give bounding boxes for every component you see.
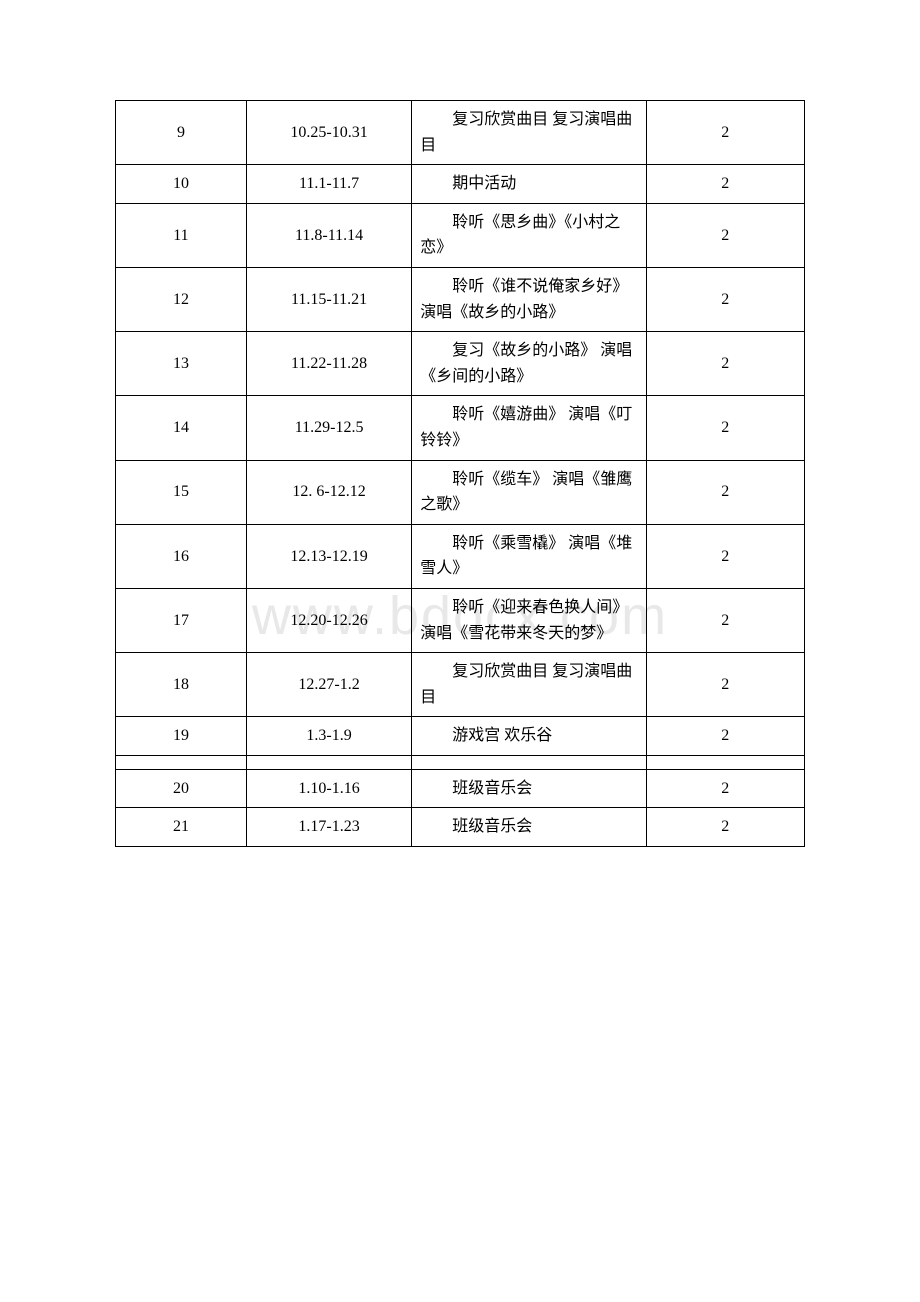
table-row: 910.25-10.31复习欣赏曲目 复习演唱曲目2 bbox=[116, 101, 805, 165]
content-cell: 聆听《缆车》 演唱《雏鹰之歌》 bbox=[412, 460, 646, 524]
date-range-cell: 11.22-11.28 bbox=[246, 332, 411, 396]
week-number-cell: 11 bbox=[116, 203, 247, 267]
content-cell: 聆听《乘雪橇》 演唱《堆雪人》 bbox=[412, 524, 646, 588]
hours-cell: 2 bbox=[646, 267, 804, 331]
table-row: 201.10-1.16班级音乐会2 bbox=[116, 769, 805, 808]
week-number-cell: 19 bbox=[116, 717, 247, 756]
hours-cell: 2 bbox=[646, 165, 804, 204]
hours-cell: 2 bbox=[646, 203, 804, 267]
content-cell: 聆听《迎来春色换人间》 演唱《雪花带来冬天的梦》 bbox=[412, 588, 646, 652]
table-row: 191.3-1.9游戏宫 欢乐谷2 bbox=[116, 717, 805, 756]
table-row: 1011.1-11.7期中活动2 bbox=[116, 165, 805, 204]
table-row: 211.17-1.23班级音乐会2 bbox=[116, 808, 805, 847]
hours-cell: 2 bbox=[646, 101, 804, 165]
week-number-cell: 18 bbox=[116, 653, 247, 717]
table-row: 1612.13-12.19聆听《乘雪橇》 演唱《堆雪人》2 bbox=[116, 524, 805, 588]
date-range-cell: 12.13-12.19 bbox=[246, 524, 411, 588]
week-number-cell: 10 bbox=[116, 165, 247, 204]
date-range-cell: 11.29-12.5 bbox=[246, 396, 411, 460]
content-cell: 复习欣赏曲目 复习演唱曲目 bbox=[412, 101, 646, 165]
date-range-cell: 11.8-11.14 bbox=[246, 203, 411, 267]
spacer-cell bbox=[246, 755, 411, 769]
spacer-row bbox=[116, 755, 805, 769]
spacer-cell bbox=[116, 755, 247, 769]
date-range-cell: 1.3-1.9 bbox=[246, 717, 411, 756]
week-number-cell: 12 bbox=[116, 267, 247, 331]
hours-cell: 2 bbox=[646, 808, 804, 847]
date-range-cell: 10.25-10.31 bbox=[246, 101, 411, 165]
week-number-cell: 20 bbox=[116, 769, 247, 808]
date-range-cell: 12. 6-12.12 bbox=[246, 460, 411, 524]
content-cell: 游戏宫 欢乐谷 bbox=[412, 717, 646, 756]
table-row: 1411.29-12.5聆听《嬉游曲》 演唱《叮铃铃》2 bbox=[116, 396, 805, 460]
week-number-cell: 16 bbox=[116, 524, 247, 588]
date-range-cell: 11.1-11.7 bbox=[246, 165, 411, 204]
date-range-cell: 12.20-12.26 bbox=[246, 588, 411, 652]
date-range-cell: 11.15-11.21 bbox=[246, 267, 411, 331]
content-cell: 聆听《嬉游曲》 演唱《叮铃铃》 bbox=[412, 396, 646, 460]
content-cell: 期中活动 bbox=[412, 165, 646, 204]
date-range-cell: 12.27-1.2 bbox=[246, 653, 411, 717]
content-cell: 班级音乐会 bbox=[412, 769, 646, 808]
week-number-cell: 17 bbox=[116, 588, 247, 652]
content-cell: 班级音乐会 bbox=[412, 808, 646, 847]
hours-cell: 2 bbox=[646, 717, 804, 756]
hours-cell: 2 bbox=[646, 396, 804, 460]
date-range-cell: 1.10-1.16 bbox=[246, 769, 411, 808]
week-number-cell: 15 bbox=[116, 460, 247, 524]
content-cell: 复习《故乡的小路》 演唱《乡间的小路》 bbox=[412, 332, 646, 396]
week-number-cell: 14 bbox=[116, 396, 247, 460]
content-cell: 聆听《思乡曲》《小村之恋》 bbox=[412, 203, 646, 267]
date-range-cell: 1.17-1.23 bbox=[246, 808, 411, 847]
table-row: 1111.8-11.14聆听《思乡曲》《小村之恋》2 bbox=[116, 203, 805, 267]
content-cell: 复习欣赏曲目 复习演唱曲目 bbox=[412, 653, 646, 717]
schedule-table: 910.25-10.31复习欣赏曲目 复习演唱曲目21011.1-11.7期中活… bbox=[115, 100, 805, 847]
week-number-cell: 13 bbox=[116, 332, 247, 396]
content-cell: 聆听《谁不说俺家乡好》 演唱《故乡的小路》 bbox=[412, 267, 646, 331]
table-row: 1512. 6-12.12聆听《缆车》 演唱《雏鹰之歌》2 bbox=[116, 460, 805, 524]
hours-cell: 2 bbox=[646, 653, 804, 717]
week-number-cell: 21 bbox=[116, 808, 247, 847]
table-row: 1311.22-11.28复习《故乡的小路》 演唱《乡间的小路》2 bbox=[116, 332, 805, 396]
spacer-cell bbox=[412, 755, 646, 769]
hours-cell: 2 bbox=[646, 588, 804, 652]
hours-cell: 2 bbox=[646, 332, 804, 396]
week-number-cell: 9 bbox=[116, 101, 247, 165]
table-row: 1211.15-11.21聆听《谁不说俺家乡好》 演唱《故乡的小路》2 bbox=[116, 267, 805, 331]
table-row: 1812.27-1.2复习欣赏曲目 复习演唱曲目2 bbox=[116, 653, 805, 717]
hours-cell: 2 bbox=[646, 769, 804, 808]
spacer-cell bbox=[646, 755, 804, 769]
table-row: 1712.20-12.26聆听《迎来春色换人间》 演唱《雪花带来冬天的梦》2 bbox=[116, 588, 805, 652]
hours-cell: 2 bbox=[646, 524, 804, 588]
hours-cell: 2 bbox=[646, 460, 804, 524]
